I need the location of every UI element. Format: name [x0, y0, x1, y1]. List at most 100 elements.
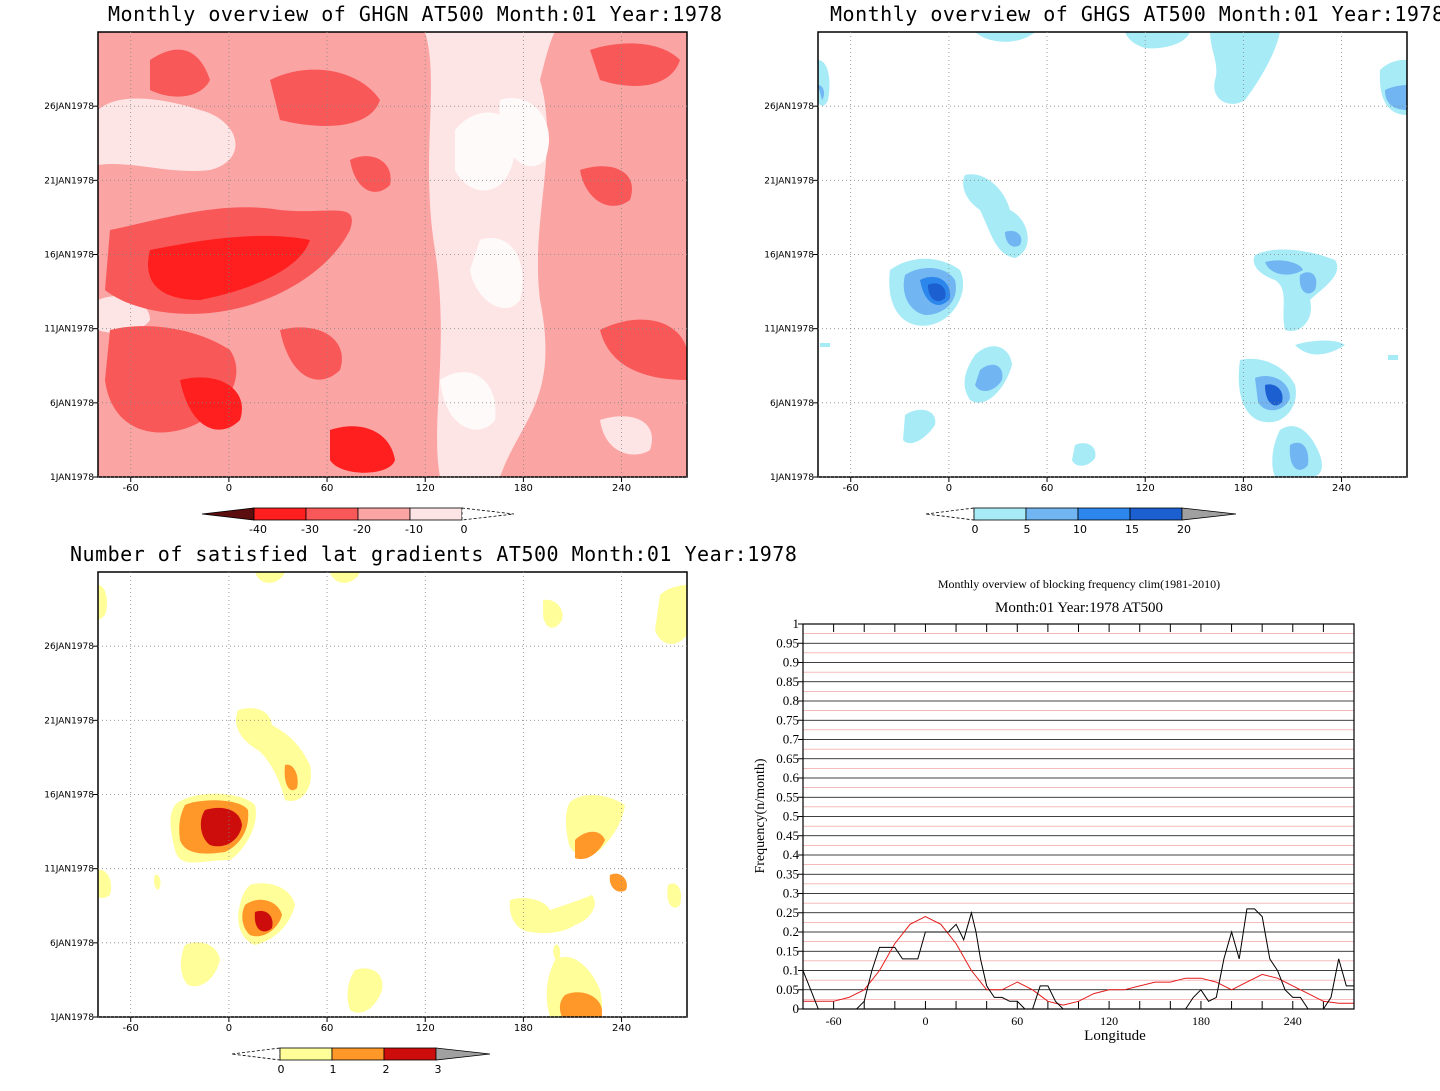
- ghgs-heatmap: -60 0 60 120 180 240 1JAN1978 6JAN1978 11JAN197…: [764, 31, 1408, 536]
- x-tick-label: 120: [416, 1023, 435, 1034]
- ghgn-cb-label: -10: [405, 523, 423, 536]
- ghgn-colorbar-labels: -40 -30 -20 -10 0: [249, 523, 467, 536]
- ghgs-title: Monthly overview of GHGS AT500 Month:01 …: [830, 2, 1440, 26]
- freq-y-tick-label: 0.3: [783, 886, 799, 901]
- ghgs-cb-label: 5: [1024, 523, 1031, 536]
- x-tick-label: 240: [612, 483, 631, 494]
- freq-y-tick-label: 0.2: [783, 924, 799, 939]
- freq-y-tick-label: 1: [793, 616, 800, 631]
- blocking-frequency-chart: Monthly overview of blocking frequency c…: [753, 577, 1355, 1044]
- ghgn-x-ticks: -60 0 60 120 180 240: [123, 477, 631, 494]
- freq-y-tick-label: 0.15: [776, 943, 799, 958]
- ghgs-x-ticks: -60 0 60 120 180 240: [843, 477, 1351, 494]
- gradients-colorbar-labels: 0 1 2 3: [278, 1063, 442, 1076]
- ghgs-cb-label: 15: [1125, 523, 1139, 536]
- y-tick-label: 1JAN1978: [770, 473, 814, 483]
- freq-y-tick-label: 0.05: [776, 982, 799, 997]
- freq-y-tick-label: 0.95: [776, 635, 799, 650]
- freq-y-tick-label: 0.35: [776, 866, 799, 881]
- ghgs-field: [818, 32, 1407, 477]
- freq-y-ticks: 0 0.05 0.1 0.15 0.2 0.25 0.3 0.35 0.4 0.45 0.5 0.55…: [776, 616, 803, 1016]
- freq-y-tick-label: 0.9: [783, 655, 799, 670]
- y-tick-label: 26JAN1978: [44, 102, 94, 112]
- gradients-cb-label: 0: [278, 1063, 285, 1076]
- y-tick-label: 16JAN1978: [44, 251, 94, 261]
- gradients-y-ticks: 1JAN1978 6JAN1978 11JAN1978 16JAN1978 21JAN1…: [44, 642, 98, 1023]
- ghgs-colorbar: [925, 507, 1237, 521]
- freq-x-tick-label: 120: [1100, 1014, 1118, 1028]
- freq-x-tick-label: 240: [1284, 1014, 1302, 1028]
- y-tick-label: 21JAN1978: [764, 176, 814, 186]
- y-tick-label: 26JAN1978: [764, 102, 814, 112]
- x-tick-label: 60: [321, 483, 334, 494]
- freq-y-tick-label: 0.25: [776, 905, 799, 920]
- ghgn-cb-label: 0: [461, 523, 468, 536]
- y-tick-label: 21JAN1978: [44, 176, 94, 186]
- freq-x-tick-label: 60: [1011, 1014, 1023, 1028]
- ghgn-y-ticks: 1JAN1978 6JAN1978 11JAN1978 16JAN1978 21JAN1…: [44, 102, 98, 483]
- y-tick-label: 1JAN1978: [50, 473, 94, 483]
- freq-series-red-line: [803, 916, 1354, 1006]
- x-tick-label: 120: [1136, 483, 1155, 494]
- x-tick-label: 180: [1234, 483, 1253, 494]
- freq-series-black-line: [802, 908, 1354, 1010]
- x-tick-label: 0: [226, 1023, 232, 1034]
- gradients-cb-label: 2: [383, 1063, 390, 1076]
- freq-y-tick-label: 0.45: [776, 828, 799, 843]
- freq-x-tick-label: 180: [1192, 1014, 1210, 1028]
- freq-y-tick-label: 0.4: [783, 847, 800, 862]
- freq-x-tick-label: 0: [922, 1014, 928, 1028]
- ghgn-colorbar: [201, 507, 515, 521]
- x-tick-label: -60: [123, 483, 139, 494]
- freq-x-tick-label: -60: [826, 1014, 842, 1028]
- gradients-heatmap: -60 0 60 120 180 240 1JAN19786JAN197811JAN197…: [44, 571, 688, 1076]
- freq-xlabel: Longitude: [1084, 1028, 1146, 1044]
- freq-y-tick-label: 0.75: [776, 712, 799, 727]
- x-tick-label: 60: [321, 1023, 334, 1034]
- y-tick-label: 16JAN1978: [44, 791, 94, 801]
- ghgs-cb-label: 20: [1177, 523, 1191, 536]
- freq-x-ticks: -60 0 60 120 180 240: [802, 624, 1355, 1028]
- freq-y-tick-label: 0.1: [783, 963, 799, 978]
- x-tick-label: -60: [843, 483, 859, 494]
- freq-frame: [802, 623, 1355, 1010]
- gradients-cb-label: 1: [330, 1063, 337, 1076]
- freq-gridlines: [803, 623, 1354, 1010]
- freq-y-tick-label: 0.5: [783, 809, 799, 824]
- freq-ylabel: Frequency(n/month): [753, 758, 768, 873]
- freq-y-tick-label: 0.7: [783, 732, 800, 747]
- y-tick-label: 21JAN1978: [44, 716, 94, 726]
- gradients-colorbar: [231, 1047, 491, 1061]
- ghgn-cb-label: -40: [249, 523, 267, 536]
- x-tick-label: 120: [416, 483, 435, 494]
- y-tick-label: 26JAN1978: [44, 642, 94, 652]
- ghgn-field: [98, 32, 687, 477]
- x-tick-label: 180: [514, 483, 533, 494]
- y-tick-label: 6JAN1978: [50, 399, 94, 409]
- ghgs-cb-label: 10: [1073, 523, 1087, 536]
- ghgs-colorbar-labels: 0 5 10 15 20: [972, 523, 1192, 536]
- ghgn-title: Monthly overview of GHGN AT500 Month:01 …: [108, 2, 723, 26]
- ghgs-gridlines: [818, 32, 1407, 478]
- freq-y-tick-label: 0.55: [776, 789, 799, 804]
- x-tick-label: 180: [514, 1023, 533, 1034]
- ghgn-heatmap: -60 0 60 120 180 240 1JAN1978 6JAN1978 11JAN197…: [44, 31, 688, 536]
- y-tick-label: 1JAN1978: [50, 1013, 94, 1023]
- ghgs-y-ticks: 1JAN1978 6JAN1978 11JAN1978 16JAN1978 21JAN1…: [764, 102, 818, 483]
- x-tick-label: 240: [612, 1023, 631, 1034]
- freq-subtitle: Month:01 Year:1978 AT500: [995, 600, 1163, 616]
- ghgs-cb-label: 0: [972, 523, 979, 536]
- x-tick-label: 240: [1332, 483, 1351, 494]
- freq-y-tick-label: 0: [793, 1001, 800, 1016]
- x-tick-label: 0: [226, 483, 232, 494]
- gradients-x-ticks: -60 0 60 120 180 240: [123, 1017, 631, 1034]
- y-tick-label: 16JAN1978: [764, 251, 814, 261]
- freq-y-tick-label: 0.65: [776, 751, 799, 766]
- gradients-title: Number of satisfied lat gradients AT500 …: [70, 542, 798, 566]
- ghgn-cb-label: -20: [353, 523, 371, 536]
- y-tick-label: 6JAN1978: [770, 399, 814, 409]
- y-tick-label: 11JAN1978: [44, 865, 94, 875]
- x-tick-label: 60: [1041, 483, 1054, 494]
- freq-y-tick-label: 0.6: [783, 770, 800, 785]
- freq-title: Monthly overview of blocking frequency c…: [938, 577, 1220, 591]
